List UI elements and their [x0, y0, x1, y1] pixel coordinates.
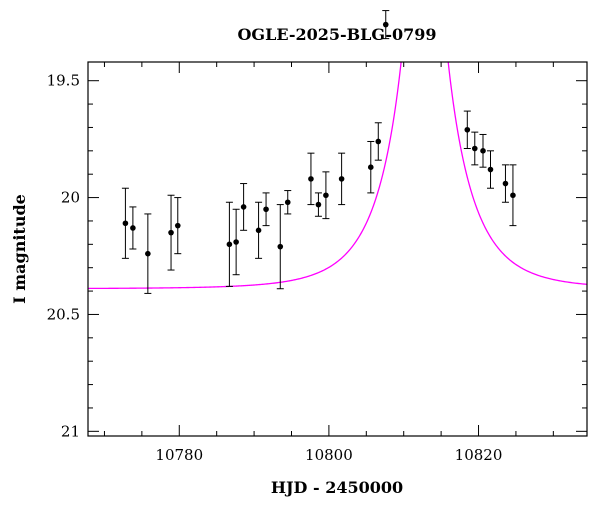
- data-marker: [323, 192, 329, 199]
- data-marker: [510, 192, 516, 199]
- data-point: [255, 201, 263, 259]
- data-marker: [502, 180, 509, 187]
- data-point: [501, 164, 509, 203]
- data-point: [144, 213, 152, 294]
- data-marker: [471, 145, 478, 152]
- data-marker: [315, 201, 322, 208]
- data-point: [479, 133, 487, 168]
- data-point: [314, 192, 322, 217]
- x-tick-label: 10780: [155, 446, 203, 464]
- data-point: [509, 164, 517, 227]
- data-marker: [174, 222, 181, 229]
- data-marker: [255, 227, 262, 234]
- y-tick-label: 20: [61, 189, 80, 207]
- data-point: [121, 187, 129, 259]
- data-point: [367, 140, 375, 194]
- data-marker: [145, 250, 151, 257]
- data-point: [463, 110, 471, 149]
- data-marker: [226, 241, 233, 248]
- data-marker: [277, 243, 284, 250]
- data-point: [129, 206, 137, 250]
- data-point: [307, 152, 315, 206]
- data-point: [374, 122, 382, 161]
- data-marker: [464, 126, 471, 133]
- data-marker: [130, 225, 136, 231]
- data-point: [486, 150, 494, 189]
- data-marker: [338, 176, 345, 182]
- data-marker: [367, 164, 374, 170]
- data-marker: [168, 229, 174, 236]
- data-marker: [233, 239, 239, 245]
- data-marker: [122, 220, 129, 227]
- data-point: [284, 190, 292, 215]
- data-marker: [284, 199, 291, 206]
- data-point: [167, 194, 175, 271]
- data-marker: [487, 166, 494, 173]
- data-point: [276, 204, 284, 290]
- data-point: [338, 152, 346, 206]
- plot-frame: [87, 61, 588, 437]
- data-marker: [240, 204, 247, 210]
- data-point: [240, 183, 248, 231]
- data-point: [225, 201, 233, 287]
- data-marker: [263, 206, 269, 213]
- y-tick-label: 19.5: [47, 72, 80, 90]
- chart-data-layer: [88, 10, 587, 294]
- data-marker: [382, 21, 389, 28]
- y-tick-label: 20.5: [47, 305, 80, 323]
- model-curve: [88, 62, 587, 290]
- x-axis-label: HJD - 2450000: [271, 478, 403, 497]
- data-point: [382, 10, 390, 40]
- data-marker: [480, 148, 486, 154]
- data-marker: [308, 176, 314, 182]
- data-point: [174, 197, 182, 255]
- y-axis-label: I magnitude: [10, 194, 29, 304]
- y-tick-label: 21: [61, 422, 80, 440]
- x-tick-label: 10800: [305, 446, 353, 464]
- data-point: [322, 171, 330, 220]
- data-point: [262, 192, 270, 227]
- data-point: [232, 208, 240, 276]
- data-marker: [375, 138, 382, 145]
- chart-title: OGLE-2025-BLG-0799: [237, 25, 436, 44]
- x-tick-label: 10820: [455, 446, 503, 464]
- data-point: [471, 131, 479, 166]
